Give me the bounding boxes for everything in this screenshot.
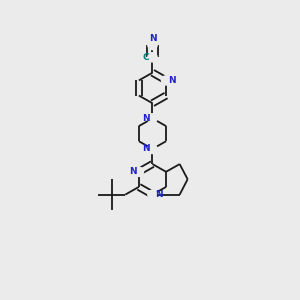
Circle shape <box>161 76 171 85</box>
Text: N: N <box>149 34 156 43</box>
Text: N: N <box>142 114 150 123</box>
Text: N: N <box>142 144 150 153</box>
Circle shape <box>148 40 157 50</box>
Circle shape <box>148 114 157 123</box>
Circle shape <box>148 190 157 199</box>
Circle shape <box>148 144 157 154</box>
Text: N: N <box>155 190 162 199</box>
Text: C: C <box>143 53 149 62</box>
Text: N: N <box>168 76 176 85</box>
Text: N: N <box>129 167 136 176</box>
Circle shape <box>134 167 143 176</box>
Circle shape <box>148 53 157 62</box>
